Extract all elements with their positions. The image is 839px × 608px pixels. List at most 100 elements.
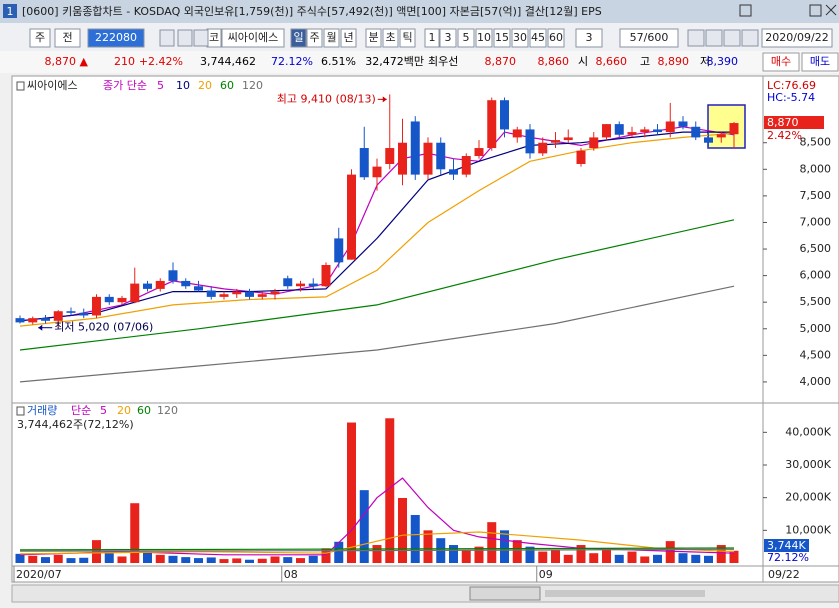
toolbar-label[interactable]: 15 bbox=[495, 31, 509, 44]
info-value[interactable]: 매도 bbox=[810, 55, 830, 68]
volume-bar bbox=[716, 545, 726, 563]
volume-bar bbox=[640, 556, 650, 563]
toolbar-label[interactable]: 주 bbox=[35, 31, 45, 44]
toolbar-icon[interactable] bbox=[193, 29, 209, 47]
window-icon bbox=[3, 4, 17, 18]
toolbar-icon[interactable] bbox=[687, 29, 705, 47]
toolbar-label[interactable]: 2020/09/22 bbox=[765, 31, 828, 44]
order-button[interactable] bbox=[762, 52, 800, 72]
toolbar-label[interactable]: 년 bbox=[343, 31, 353, 44]
volume-bar bbox=[117, 556, 127, 563]
toolbar-label[interactable]: 57/600 bbox=[630, 31, 669, 44]
toolbar-button[interactable] bbox=[761, 28, 833, 48]
candle-body bbox=[270, 291, 280, 295]
y-tick-label: 30,000K bbox=[785, 458, 831, 471]
toolbar-button[interactable] bbox=[29, 28, 51, 48]
toolbar-button[interactable] bbox=[306, 28, 323, 48]
volume-bar bbox=[589, 553, 599, 563]
volume-ma-line bbox=[19, 547, 735, 551]
toolbar-button[interactable] bbox=[54, 28, 81, 48]
toolbar-button[interactable] bbox=[221, 28, 285, 48]
toolbar-button[interactable] bbox=[323, 28, 340, 48]
y-tick-label: 6,000 bbox=[800, 269, 832, 282]
toolbar-label[interactable]: 월 bbox=[326, 31, 336, 44]
candle-body bbox=[194, 286, 203, 291]
toolbar-button[interactable] bbox=[547, 28, 565, 48]
toolbar-label[interactable]: 초 bbox=[385, 31, 395, 44]
volume-bar bbox=[512, 540, 522, 563]
toolbar-icon[interactable] bbox=[741, 29, 759, 47]
toolbar-button[interactable] bbox=[475, 28, 493, 48]
volume-bar bbox=[181, 557, 191, 563]
toolbar-icon[interactable] bbox=[705, 29, 723, 47]
low-arrow-head bbox=[38, 324, 43, 331]
candle-body bbox=[614, 124, 624, 135]
info-value: +2.42% bbox=[139, 55, 183, 68]
x-tick-label: 2020/07 bbox=[16, 568, 62, 581]
toolbar-button[interactable] bbox=[365, 28, 382, 48]
toolbar-button[interactable] bbox=[493, 28, 511, 48]
btn[interactable] bbox=[809, 4, 822, 17]
toolbar-button[interactable] bbox=[399, 28, 416, 48]
toolbar-button[interactable] bbox=[457, 28, 475, 48]
toolbar-label[interactable]: 일 bbox=[293, 30, 303, 44]
candle-body bbox=[398, 142, 407, 175]
legend-entry: 120 bbox=[242, 79, 263, 92]
scrollbar[interactable] bbox=[11, 584, 839, 603]
toolbar-label[interactable]: 틱 bbox=[402, 31, 412, 44]
candle-body bbox=[436, 142, 446, 170]
toolbar-button[interactable] bbox=[382, 28, 399, 48]
volume-bar bbox=[143, 551, 152, 563]
toolbar-label[interactable]: 3 bbox=[586, 31, 593, 44]
volume-bar bbox=[487, 522, 497, 563]
toolbar-label[interactable]: 222080 bbox=[95, 31, 137, 44]
x-tick-label: 09 bbox=[539, 568, 553, 581]
toolbar-button[interactable] bbox=[619, 28, 679, 48]
toolbar-label[interactable]: 60 bbox=[549, 31, 563, 44]
toolbar-button[interactable] bbox=[439, 28, 457, 48]
candle-body bbox=[66, 311, 76, 313]
info-value: 최우선 bbox=[428, 55, 458, 68]
toolbar-label[interactable]: 10 bbox=[477, 31, 491, 44]
toolbar-button[interactable] bbox=[575, 28, 603, 48]
order-button[interactable] bbox=[801, 52, 839, 72]
volume-bar bbox=[398, 497, 407, 563]
candle-body bbox=[296, 283, 305, 287]
toolbar-label[interactable]: 전 bbox=[62, 31, 72, 44]
toolbar-label[interactable]: 씨아이에스 bbox=[228, 31, 279, 44]
btn[interactable] bbox=[739, 4, 752, 17]
toolbar-icon[interactable] bbox=[177, 29, 193, 47]
toolbar-button[interactable] bbox=[424, 28, 440, 48]
toolbar-label[interactable]: 1 bbox=[429, 31, 436, 44]
toolbar-button[interactable] bbox=[290, 28, 307, 48]
title-bar bbox=[0, 0, 839, 23]
window-title: [0600] 키움종합차트 - KOSDAQ 외국인보유[1,759(천)] 주… bbox=[22, 4, 602, 18]
scroll-buttons[interactable] bbox=[469, 586, 541, 601]
candle-body bbox=[704, 137, 713, 143]
volume-bar bbox=[334, 541, 344, 563]
toolbar-button[interactable] bbox=[511, 28, 529, 48]
window-buttons[interactable] bbox=[739, 4, 837, 17]
scroll-thumb[interactable] bbox=[545, 590, 705, 597]
toolbar-button[interactable] bbox=[529, 28, 547, 48]
high-arrow-head bbox=[382, 96, 387, 103]
toolbar-label[interactable]: 30 bbox=[513, 31, 527, 44]
toolbar-label[interactable]: 분 bbox=[368, 31, 378, 44]
toolbar-label[interactable]: 45 bbox=[531, 31, 545, 44]
close[interactable] bbox=[825, 4, 837, 16]
candle-body bbox=[181, 280, 191, 287]
price-ma-line bbox=[19, 132, 735, 327]
toolbar-label[interactable]: 주 bbox=[309, 31, 319, 44]
toolbar-label[interactable]: 5 bbox=[463, 31, 470, 44]
toolbar-button[interactable] bbox=[340, 28, 357, 48]
toolbar-label[interactable]: 3 bbox=[445, 31, 452, 44]
info-value: 8,860 bbox=[538, 55, 570, 68]
info-value[interactable]: 매수 bbox=[771, 55, 791, 68]
toolbar-label[interactable]: 코 bbox=[209, 31, 219, 44]
toolbar-button[interactable] bbox=[87, 28, 145, 48]
price-ma-line bbox=[19, 285, 735, 383]
toolbar-icon[interactable] bbox=[159, 29, 175, 47]
toolbar-icon[interactable] bbox=[723, 29, 741, 47]
legend-entry: 120 bbox=[157, 404, 178, 417]
